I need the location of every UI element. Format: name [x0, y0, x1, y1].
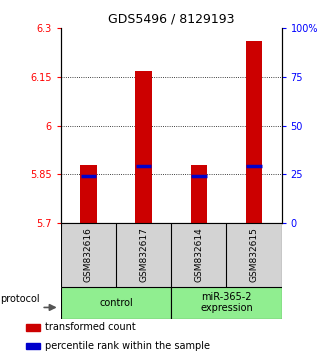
Bar — [135, 70, 152, 223]
Text: control: control — [99, 298, 133, 308]
Bar — [26, 343, 40, 349]
Bar — [80, 165, 97, 223]
Text: GSM832614: GSM832614 — [194, 228, 203, 282]
Text: protocol: protocol — [0, 294, 40, 304]
Text: GSM832615: GSM832615 — [250, 227, 259, 282]
Bar — [190, 165, 207, 223]
Text: GSM832617: GSM832617 — [139, 227, 148, 282]
Title: GDS5496 / 8129193: GDS5496 / 8129193 — [108, 13, 235, 26]
Bar — [26, 324, 40, 331]
Text: GSM832616: GSM832616 — [84, 227, 93, 282]
Bar — [246, 41, 262, 223]
Text: transformed count: transformed count — [45, 322, 136, 332]
Bar — [61, 287, 171, 319]
Text: percentile rank within the sample: percentile rank within the sample — [45, 341, 210, 351]
Bar — [171, 287, 282, 319]
Text: miR-365-2
expression: miR-365-2 expression — [200, 292, 253, 314]
